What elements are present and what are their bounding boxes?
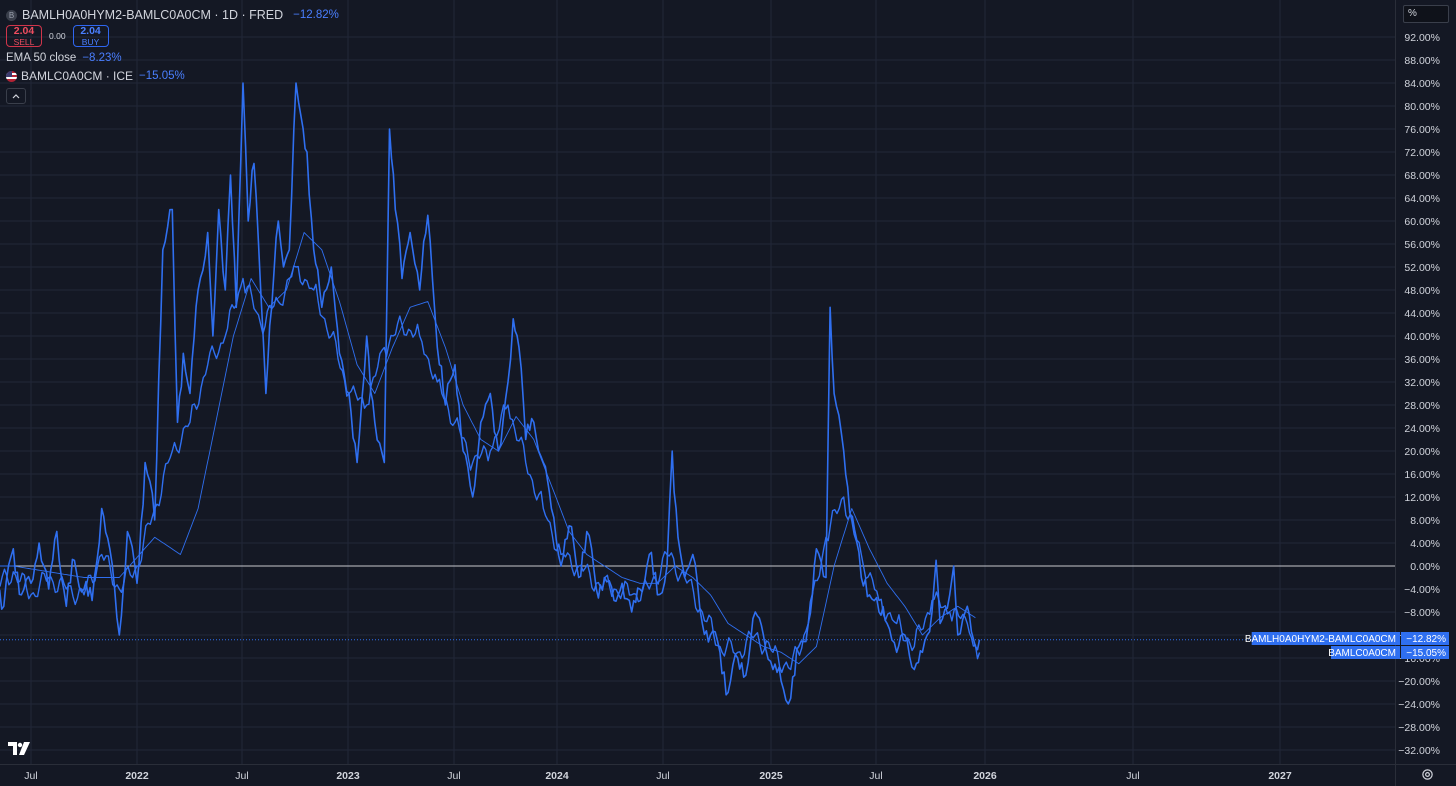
price-label-2: BAMLC0A0CM −15.05% <box>1328 646 1449 659</box>
symbol-badge: B <box>6 9 17 21</box>
y-tick-label: 88.00% <box>1404 55 1440 67</box>
series-layer <box>0 82 981 705</box>
main-series-row: B BAMLH0A0HYM2-BAMLC0A0CM · 1D · FRED −1… <box>6 6 339 24</box>
price-label-name-bg <box>1251 632 1400 645</box>
unit-selector[interactable]: % <box>1403 5 1449 23</box>
sell-label: SELL <box>13 36 35 47</box>
price-label-value-bg <box>1401 632 1449 645</box>
spread-value: 0.00 <box>49 31 66 41</box>
y-tick-label: −20.00% <box>1398 676 1440 688</box>
x-tick-label: 2027 <box>1268 770 1292 782</box>
symbol-title[interactable]: BAMLH0A0HYM2-BAMLC0A0CM · 1D · FRED <box>22 8 284 22</box>
y-tick-label: −32.00% <box>1398 745 1440 757</box>
x-tick-label: 2024 <box>545 770 569 782</box>
y-tick-label: 12.00% <box>1404 492 1440 504</box>
y-tick-label: 8.00% <box>1410 515 1440 527</box>
x-tick-label: Jul <box>1126 770 1139 782</box>
y-tick-label: 48.00% <box>1404 285 1440 297</box>
x-tick-label: 2023 <box>336 770 360 782</box>
price-labels: BAMLH0A0HYM2-BAMLC0A0CM −12.82%BAMLC0A0CM… <box>0 632 1449 659</box>
y-tick-label: 32.00% <box>1404 377 1440 389</box>
y-tick-label: 68.00% <box>1404 170 1440 182</box>
y-tick-label: 76.00% <box>1404 124 1440 136</box>
y-tick-label: 52.00% <box>1404 262 1440 274</box>
price-label-value: −12.82% <box>1406 634 1446 645</box>
sell-button[interactable]: 2.04 SELL <box>6 25 42 47</box>
y-tick-label: 80.00% <box>1404 101 1440 113</box>
buy-button[interactable]: 2.04 BUY <box>72 24 109 47</box>
y-tick-label: −8.00% <box>1404 607 1440 619</box>
ema-label: EMA 50 close <box>6 52 77 64</box>
y-tick-label: 0.00% <box>1410 561 1440 573</box>
x-tick-label: Jul <box>24 770 37 782</box>
gear-icon[interactable] <box>1421 768 1434 781</box>
x-tick-label: Jul <box>869 770 882 782</box>
y-tick-label: −24.00% <box>1398 699 1440 711</box>
series-line-2 <box>0 265 981 674</box>
series-line-1 <box>0 82 981 705</box>
x-tick-label: Jul <box>447 770 460 782</box>
y-tick-label: 84.00% <box>1404 78 1440 90</box>
buy-label: BUY <box>81 36 100 47</box>
y-tick-label: 24.00% <box>1404 423 1440 435</box>
x-tick-label: 2022 <box>125 770 149 782</box>
trade-buttons: 2.04 SELL 0.00 2.04 BUY <box>6 24 339 47</box>
price-label-name: BAMLC0A0CM <box>1328 648 1396 659</box>
y-tick-label: 4.00% <box>1410 538 1440 550</box>
x-tick-label: 2025 <box>759 770 783 782</box>
series-line-3 <box>0 232 976 665</box>
y-tick-label: 60.00% <box>1404 216 1440 228</box>
main-change: −12.82% <box>293 9 339 21</box>
compare-change: −15.05% <box>139 70 185 82</box>
sell-price: 2.04 <box>13 24 35 37</box>
compare-symbol: BAMLC0A0CM · ICE <box>21 69 134 83</box>
x-tick-label: Jul <box>235 770 248 782</box>
y-tick-label: 20.00% <box>1404 446 1440 458</box>
y-tick-label: 28.00% <box>1404 400 1440 412</box>
y-axis[interactable]: 92.00% 88.00% 84.00% 80.00% 76.00% 72.00% 68.0… <box>1398 32 1440 757</box>
y-tick-label: 64.00% <box>1404 193 1440 205</box>
y-tick-label: −4.00% <box>1404 584 1440 596</box>
buy-price: 2.04 <box>80 24 101 37</box>
tradingview-logo-icon[interactable] <box>8 742 32 756</box>
chart-legend: B BAMLH0A0HYM2-BAMLC0A0CM · 1D · FRED −1… <box>6 6 339 104</box>
y-tick-label: 40.00% <box>1404 331 1440 343</box>
price-label-value-bg <box>1401 646 1449 659</box>
y-tick-label: 56.00% <box>1404 239 1440 251</box>
y-tick-label: 72.00% <box>1404 147 1440 159</box>
price-label-name: BAMLH0A0HYM2-BAMLC0A0CM <box>1245 634 1396 645</box>
price-label-value: −15.05% <box>1406 648 1446 659</box>
x-tick-label: Jul <box>656 770 669 782</box>
y-tick-label: 16.00% <box>1404 469 1440 481</box>
ema-change: −8.23% <box>82 52 122 64</box>
x-tick-label: 2026 <box>973 770 997 782</box>
price-label-1: BAMLH0A0HYM2-BAMLC0A0CM −12.82% <box>1245 632 1449 645</box>
y-tick-label: 36.00% <box>1404 354 1440 366</box>
chevron-up-icon[interactable] <box>6 88 26 104</box>
ema-row[interactable]: EMA 50 close −8.23% <box>6 49 339 67</box>
compare-row[interactable]: BAMLC0A0CM · ICE −15.05% <box>6 67 339 85</box>
y-tick-label: −28.00% <box>1398 722 1440 734</box>
x-axis[interactable]: Jul 2022 Jul 2023 Jul 2024 Jul 2025 Jul 2026 Jul 20… <box>24 770 1292 782</box>
price-label-name-bg <box>1331 646 1400 659</box>
y-tick-label: 92.00% <box>1404 32 1440 44</box>
us-flag-icon <box>6 70 17 82</box>
y-tick-label: 44.00% <box>1404 308 1440 320</box>
